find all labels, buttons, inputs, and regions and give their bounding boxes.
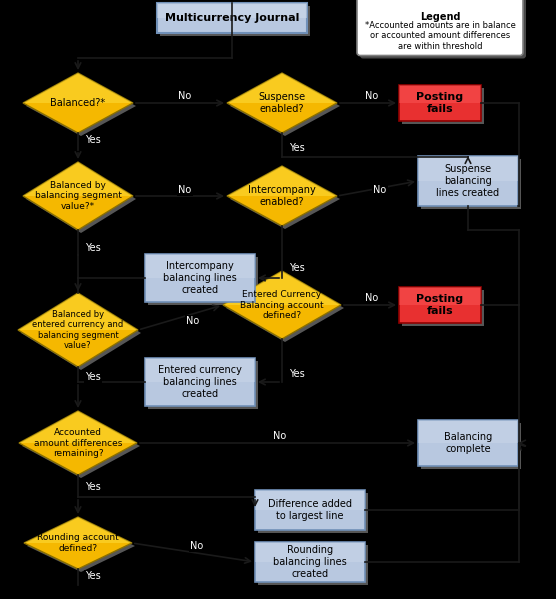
Polygon shape bbox=[22, 414, 140, 478]
FancyBboxPatch shape bbox=[255, 490, 365, 530]
Polygon shape bbox=[23, 162, 133, 230]
FancyBboxPatch shape bbox=[258, 493, 368, 533]
Text: Legend: Legend bbox=[420, 12, 460, 22]
FancyBboxPatch shape bbox=[255, 542, 365, 582]
Polygon shape bbox=[24, 517, 132, 569]
Text: Intercompany
enabled?: Intercompany enabled? bbox=[248, 185, 316, 207]
Text: Rounding account
defined?: Rounding account defined? bbox=[37, 533, 119, 553]
Polygon shape bbox=[18, 293, 138, 330]
FancyBboxPatch shape bbox=[157, 3, 307, 18]
FancyBboxPatch shape bbox=[148, 257, 258, 305]
FancyBboxPatch shape bbox=[402, 290, 484, 326]
Polygon shape bbox=[23, 73, 133, 103]
FancyBboxPatch shape bbox=[360, 0, 526, 59]
Polygon shape bbox=[19, 411, 137, 475]
FancyBboxPatch shape bbox=[148, 361, 258, 409]
FancyBboxPatch shape bbox=[357, 0, 523, 56]
Text: Yes: Yes bbox=[289, 143, 305, 153]
Text: No: No bbox=[365, 293, 379, 303]
Text: Yes: Yes bbox=[85, 482, 101, 492]
Polygon shape bbox=[230, 169, 340, 229]
FancyBboxPatch shape bbox=[255, 542, 365, 562]
FancyBboxPatch shape bbox=[255, 490, 365, 510]
Text: Yes: Yes bbox=[289, 369, 305, 379]
Text: Difference added
to largest line: Difference added to largest line bbox=[268, 499, 352, 521]
Text: Yes: Yes bbox=[85, 243, 101, 253]
Text: Multicurrency Journal: Multicurrency Journal bbox=[165, 13, 299, 23]
Polygon shape bbox=[21, 296, 141, 370]
FancyBboxPatch shape bbox=[145, 358, 255, 382]
Polygon shape bbox=[26, 165, 136, 233]
Text: No: No bbox=[186, 316, 200, 326]
FancyBboxPatch shape bbox=[157, 3, 307, 33]
Text: Accounted
amount differences
remaining?: Accounted amount differences remaining? bbox=[34, 428, 122, 458]
FancyBboxPatch shape bbox=[145, 358, 255, 406]
Polygon shape bbox=[24, 517, 132, 543]
FancyBboxPatch shape bbox=[399, 287, 481, 305]
Text: Rounding
balancing lines
created: Rounding balancing lines created bbox=[273, 546, 347, 579]
Text: No: No bbox=[365, 91, 379, 101]
Polygon shape bbox=[23, 73, 133, 133]
Text: No: No bbox=[374, 185, 386, 195]
Polygon shape bbox=[227, 73, 337, 103]
Text: Balanced?*: Balanced?* bbox=[51, 98, 106, 108]
Polygon shape bbox=[227, 73, 337, 133]
FancyBboxPatch shape bbox=[258, 545, 368, 585]
Polygon shape bbox=[223, 271, 341, 305]
Polygon shape bbox=[226, 274, 344, 342]
Polygon shape bbox=[230, 76, 340, 136]
Text: Balanced by
entered currency and
balancing segment
value?: Balanced by entered currency and balanci… bbox=[32, 310, 123, 350]
Text: Posting
fails: Posting fails bbox=[416, 92, 464, 114]
FancyBboxPatch shape bbox=[421, 423, 521, 469]
Text: Balanced by
balancing segment
value?*: Balanced by balancing segment value?* bbox=[34, 181, 121, 211]
FancyBboxPatch shape bbox=[399, 85, 481, 121]
Polygon shape bbox=[223, 271, 341, 339]
Text: Suspense
balancing
lines created: Suspense balancing lines created bbox=[436, 164, 499, 198]
Text: Suspense
enabled?: Suspense enabled? bbox=[259, 92, 306, 114]
Polygon shape bbox=[19, 411, 137, 443]
FancyBboxPatch shape bbox=[160, 6, 310, 36]
Text: No: No bbox=[178, 91, 192, 101]
Polygon shape bbox=[227, 166, 337, 196]
FancyBboxPatch shape bbox=[421, 159, 521, 209]
Text: Entered Currency
Balancing account
defined?: Entered Currency Balancing account defin… bbox=[240, 290, 324, 320]
FancyBboxPatch shape bbox=[418, 156, 518, 181]
Text: *Accounted amounts are in balance
or accounted amount differences
are within thr: *Accounted amounts are in balance or acc… bbox=[365, 21, 515, 51]
Text: Yes: Yes bbox=[289, 263, 305, 273]
Text: Posting
fails: Posting fails bbox=[416, 294, 464, 316]
FancyBboxPatch shape bbox=[399, 287, 481, 323]
Text: Yes: Yes bbox=[85, 372, 101, 382]
Polygon shape bbox=[23, 162, 133, 196]
Polygon shape bbox=[227, 166, 337, 226]
Polygon shape bbox=[18, 293, 138, 367]
Text: No: No bbox=[178, 185, 192, 195]
FancyBboxPatch shape bbox=[418, 420, 518, 443]
Polygon shape bbox=[26, 76, 136, 136]
Text: Entered currency
balancing lines
created: Entered currency balancing lines created bbox=[158, 365, 242, 398]
FancyBboxPatch shape bbox=[145, 254, 255, 302]
Text: Yes: Yes bbox=[85, 135, 101, 145]
FancyBboxPatch shape bbox=[145, 254, 255, 278]
FancyBboxPatch shape bbox=[399, 85, 481, 103]
Text: Yes: Yes bbox=[85, 571, 101, 581]
Text: Balancing
complete: Balancing complete bbox=[444, 432, 492, 454]
Text: Intercompany
balancing lines
created: Intercompany balancing lines created bbox=[163, 261, 237, 295]
Text: No: No bbox=[190, 541, 203, 551]
Polygon shape bbox=[27, 520, 135, 572]
FancyBboxPatch shape bbox=[418, 420, 518, 466]
FancyBboxPatch shape bbox=[418, 156, 518, 206]
FancyBboxPatch shape bbox=[402, 88, 484, 124]
Text: No: No bbox=[274, 431, 287, 441]
